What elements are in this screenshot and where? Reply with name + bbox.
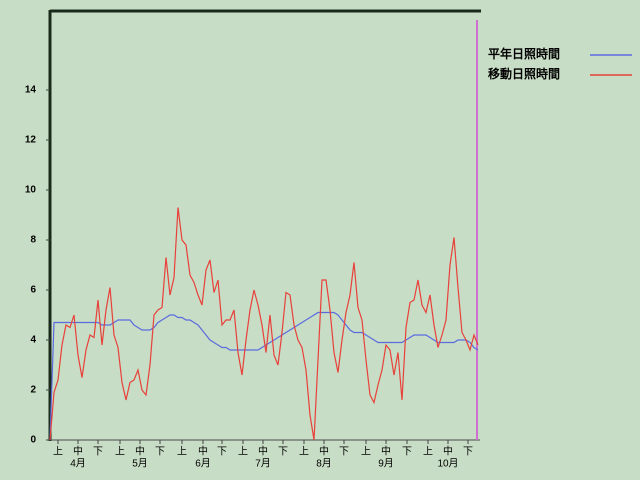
- x-tick-label: 上: [361, 446, 371, 458]
- x-tick-label: 上: [299, 446, 309, 458]
- legend-label: 移動日照時間: [488, 66, 560, 81]
- y-tick-label: 4: [30, 335, 36, 346]
- x-tick-label: 中: [258, 445, 268, 458]
- x-tick-label: 下: [339, 447, 349, 458]
- x-tick-label: 上: [53, 446, 63, 458]
- data-line: [49, 207, 479, 441]
- month-label: 6月: [195, 458, 211, 470]
- x-tick-label: 下: [155, 447, 165, 458]
- y-tick-label: 14: [25, 85, 37, 96]
- x-tick-label: 上: [115, 446, 125, 458]
- legend-label: 平年日照時間: [488, 46, 560, 61]
- x-tick-label: 中: [319, 445, 329, 458]
- x-tick-label: 下: [278, 447, 288, 458]
- month-label: 7月: [255, 458, 271, 470]
- y-tick-label: 0: [30, 435, 36, 446]
- x-tick-label: 上: [423, 446, 433, 458]
- x-tick-label: 中: [381, 445, 391, 458]
- month-label: 4月: [70, 458, 86, 470]
- x-tick-label: 中: [443, 445, 453, 458]
- x-tick-label: 下: [93, 447, 103, 458]
- month-label: 10月: [437, 458, 458, 470]
- data-line: [49, 311, 479, 441]
- y-tick-label: 6: [30, 285, 36, 296]
- x-tick-label: 下: [402, 447, 412, 458]
- x-tick-label: 下: [217, 447, 227, 458]
- y-tick-label: 8: [30, 235, 36, 246]
- month-label: 8月: [316, 458, 332, 470]
- x-tick-label: 中: [73, 445, 83, 458]
- month-label: 9月: [378, 458, 394, 470]
- x-tick-label: 下: [463, 447, 473, 458]
- month-label: 5月: [132, 458, 148, 470]
- y-tick-label: 10: [25, 185, 37, 196]
- y-tick-label: 2: [30, 385, 36, 396]
- x-tick-label: 中: [198, 445, 208, 458]
- x-tick-label: 上: [177, 446, 187, 458]
- y-tick-label: 12: [25, 135, 37, 146]
- x-tick-label: 中: [135, 445, 145, 458]
- x-tick-label: 上: [238, 446, 248, 458]
